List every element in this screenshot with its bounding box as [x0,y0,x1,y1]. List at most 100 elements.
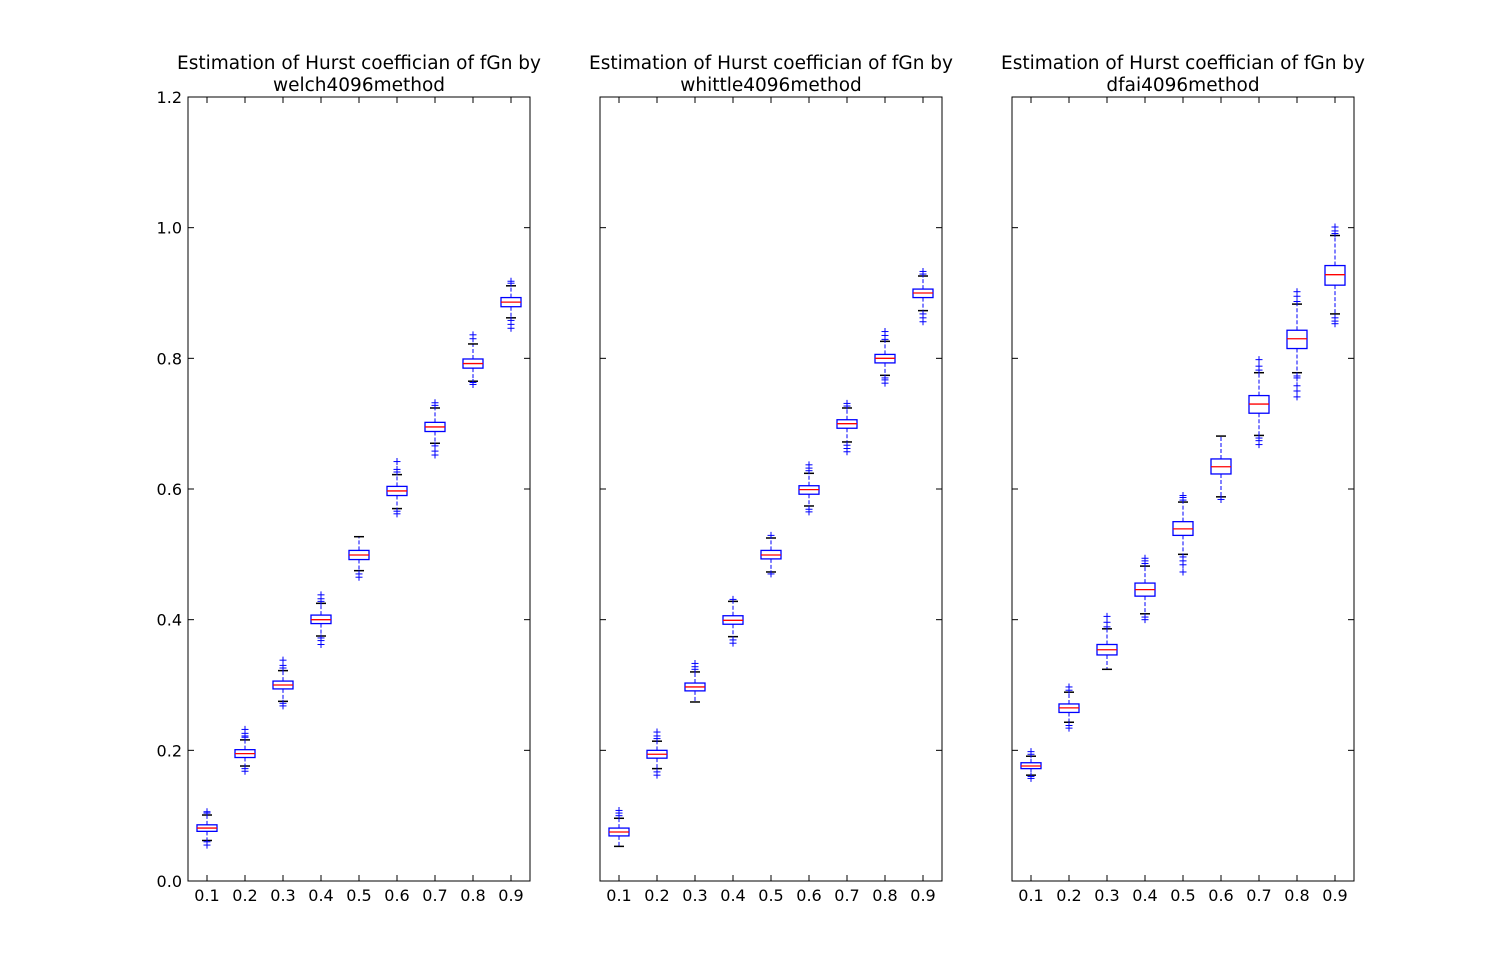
outlier-marker [843,441,851,449]
x-tick-label: 0.4 [720,886,745,905]
x-tick-label: 0.9 [1322,886,1347,905]
box-plot [798,461,820,516]
outlier-marker [1293,288,1301,296]
outlier-marker [1141,554,1149,562]
outlier-marker [241,765,249,773]
outlier-marker [1331,314,1339,322]
outlier-marker [1217,495,1225,503]
y-tick-label: 0.4 [157,611,182,630]
chart-panel-2: Estimation of Hurst coeffician of fGn by… [589,53,953,905]
box-plot [234,725,256,775]
box-plot [1058,683,1080,732]
outlier-marker [1255,356,1263,364]
chart-title-line: Estimation of Hurst coeffician of fGn by [177,53,541,74]
outlier-marker [653,728,661,736]
box-plot [424,399,446,459]
box-plot [608,806,630,848]
box-plot [196,808,218,849]
x-tick-label: 0.4 [1132,886,1157,905]
outlier-marker [393,465,401,473]
outlier-marker [1027,748,1035,756]
outlier-marker [805,505,813,513]
box-plot [500,277,522,332]
axes-frame [187,96,531,882]
outlier-marker [805,461,813,469]
x-tick-label: 0.6 [1208,886,1233,905]
outlier-marker [1141,613,1149,621]
box-iqr [1324,264,1346,286]
box-plot [760,531,782,578]
outlier-marker [1331,223,1339,231]
x-tick-label: 0.7 [834,886,859,905]
box-plot [310,591,332,648]
outlier-marker [881,374,889,382]
outlier-marker [241,725,249,733]
outlier-marker [615,806,623,814]
chart-panel-3: Estimation of Hurst coeffician of fGn by… [1001,53,1365,905]
box-plot [874,328,896,387]
box-plot [1020,748,1042,782]
outlier-marker [507,316,515,324]
outlier-marker [1065,683,1073,691]
x-tick-label: 0.4 [308,886,333,905]
x-tick-label: 0.2 [644,886,669,905]
outlier-marker [393,507,401,515]
x-tick-label: 0.3 [682,886,707,905]
outlier-marker [881,328,889,336]
outlier-marker [507,277,515,285]
outlier-marker [767,531,775,539]
outlier-marker [653,768,661,776]
box-plot [646,728,668,779]
outlier-marker [729,636,737,644]
axes-frame [1011,96,1355,882]
y-tick-label: 0.8 [157,349,182,368]
outlier-marker [729,595,737,603]
y-tick-label: 1.2 [157,88,182,107]
outlier-marker [203,808,211,816]
x-tick-label: 0.5 [758,886,783,905]
x-tick-label: 0.7 [1246,886,1271,905]
x-tick-label: 0.3 [1094,886,1119,905]
chart-title-line: Estimation of Hurst coeffician of fGn by [1001,53,1365,74]
outlier-marker [691,659,699,667]
box-plot [462,331,484,388]
x-tick-label: 0.7 [422,886,447,905]
x-tick-label: 0.1 [194,886,219,905]
chart-title-line: dfai4096method [1106,75,1259,96]
x-tick-label: 0.1 [606,886,631,905]
chart-title-line: Estimation of Hurst coeffician of fGn by [589,53,953,74]
box-plot [684,659,706,703]
x-tick-label: 0.8 [872,886,897,905]
outlier-marker [279,656,287,664]
y-tick-label: 1.0 [157,219,182,238]
y-tick-label: 0.2 [157,741,182,760]
x-tick-label: 0.6 [796,886,821,905]
box-plot [348,535,370,581]
box-iqr [1286,329,1308,350]
x-tick-label: 0.5 [346,886,371,905]
x-tick-label: 0.2 [1056,886,1081,905]
outlier-marker [469,379,477,387]
box-plot [272,656,294,710]
outlier-marker [919,310,927,318]
chart-panel-1: Estimation of Hurst coeffician of fGn by… [157,53,541,905]
axes-frame [599,96,943,882]
box-plot [1248,356,1270,449]
x-tick-label: 0.5 [1170,886,1195,905]
outlier-marker [1293,372,1301,380]
x-tick-label: 0.6 [384,886,409,905]
outlier-marker [431,399,439,407]
x-tick-label: 0.9 [910,886,935,905]
outlier-marker [1255,434,1263,442]
y-tick-label: 0.6 [157,480,182,499]
box-plot [1172,492,1194,576]
outlier-marker [1027,772,1035,780]
x-tick-label: 0.1 [1018,886,1043,905]
outlier-marker [1255,362,1263,370]
chart-title-line: welch4096method [273,75,445,96]
y-tick-label: 0.0 [157,872,182,891]
chart-title-line: whittle4096method [680,75,862,96]
box-plot [1134,554,1156,624]
outlier-marker [1179,553,1187,561]
x-tick-label: 0.8 [460,886,485,905]
